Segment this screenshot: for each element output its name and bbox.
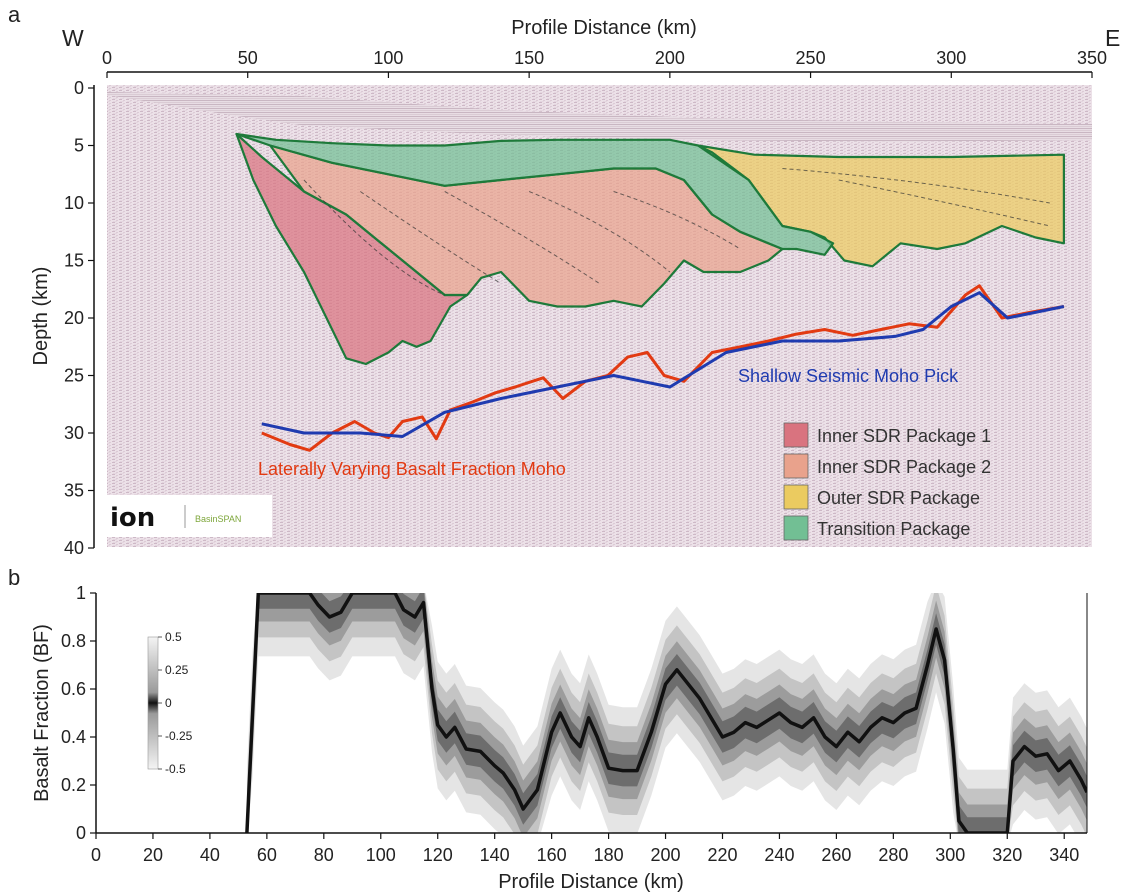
b-x-tick-label: 260 <box>821 845 851 865</box>
b-x-tick-label: 80 <box>314 845 334 865</box>
sdr-reflector-line <box>782 168 1050 204</box>
legend-label: Inner SDR Package 1 <box>817 426 991 446</box>
panel-a: a W E Profile Distance (km) Depth (km) 0… <box>8 2 1120 558</box>
b-x-tick-label: 60 <box>257 845 277 865</box>
a-y-tick-label: 20 <box>64 308 84 328</box>
a-y-tick-label: 5 <box>74 136 84 156</box>
b-y-tick-label: 0.2 <box>61 775 86 795</box>
legend-swatch <box>783 422 809 448</box>
legend-swatch <box>783 515 809 541</box>
a-x-tick-label: 0 <box>102 48 112 68</box>
colorbar-tick-label: -0.25 <box>165 729 193 743</box>
legend-label: Inner SDR Package 2 <box>817 457 991 477</box>
b-y-tick-label: 0.4 <box>61 727 86 747</box>
a-x-tick-label: 200 <box>655 48 685 68</box>
a-y-tick-label: 40 <box>64 538 84 558</box>
logo-basinspan: BasinSPAN <box>195 514 241 524</box>
b-x-tick-label: 100 <box>366 845 396 865</box>
a-x-tick-label: 100 <box>373 48 403 68</box>
b-x-tick-label: 320 <box>992 845 1022 865</box>
shallow-moho-label: Shallow Seismic Moho Pick <box>738 366 959 386</box>
b-x-tick-label: 20 <box>143 845 163 865</box>
a-x-tick-label: 350 <box>1077 48 1107 68</box>
bf-uncertainty-band <box>246 593 1087 833</box>
sdr-reflector-line <box>838 179 1050 227</box>
legend: Inner SDR Package 1 Inner SDR Package 2 Ou… <box>783 422 991 541</box>
a-y-tick-label: 0 <box>74 78 84 98</box>
b-x-tick-label: 220 <box>707 845 737 865</box>
west-label: W <box>62 25 84 51</box>
bf-median-line <box>245 593 1087 833</box>
b-y-tick-label: 0.6 <box>61 679 86 699</box>
panel-b-letter: b <box>8 565 20 590</box>
b-x-tick-label: 200 <box>651 845 681 865</box>
colorbar-tick-label: -0.5 <box>165 762 186 776</box>
b-x-tick-label: 160 <box>537 845 567 865</box>
east-label: E <box>1105 25 1120 51</box>
colorbar-tick-label: 0 <box>165 696 172 710</box>
sdr-reflector-line <box>360 191 502 284</box>
legend-label: Outer SDR Package <box>817 488 980 508</box>
b-y-tick-label: 0 <box>76 823 86 843</box>
line-shallow-seismic-moho-pick <box>261 291 1065 438</box>
top-x-axis-title: Profile Distance (km) <box>511 17 697 39</box>
b-y-tick-label: 0.8 <box>61 631 86 651</box>
sdr-reflector-line <box>613 191 741 250</box>
b-x-tick-label: 180 <box>594 845 624 865</box>
b-x-tick-label: 340 <box>1049 845 1079 865</box>
panel-b-x-axis-title: Profile Distance (km) <box>498 871 684 893</box>
colorbar-tick-label: 0.5 <box>165 630 182 644</box>
a-x-tick-label: 150 <box>514 48 544 68</box>
a-y-tick-label: 35 <box>64 481 84 501</box>
a-x-tick-label: 250 <box>796 48 826 68</box>
a-x-tick-label: 300 <box>936 48 966 68</box>
sdr-reflector-line <box>528 191 671 273</box>
legend-label: Transition Package <box>817 519 970 539</box>
legend-swatch <box>783 453 809 479</box>
panel-b: b Basalt Fraction (BF) Profile Distance … <box>8 565 1088 893</box>
panel-b-y-axis-title: Basalt Fraction (BF) <box>31 624 53 802</box>
a-y-tick-label: 15 <box>64 251 84 271</box>
sdr-reflector-line <box>303 179 445 296</box>
company-logo: ion BasinSPAN <box>102 495 272 537</box>
a-y-tick-label: 30 <box>64 423 84 443</box>
panel-a-letter: a <box>8 2 21 27</box>
b-x-tick-label: 40 <box>200 845 220 865</box>
bf-moho-label: Laterally Varying Basalt Fraction Moho <box>258 459 566 479</box>
a-y-tick-label: 25 <box>64 366 84 386</box>
line-laterally-varying-basalt-fraction-moho <box>261 284 1065 452</box>
a-x-tick-label: 50 <box>238 48 258 68</box>
b-x-tick-label: 140 <box>480 845 510 865</box>
b-x-tick-label: 300 <box>935 845 965 865</box>
sdr-reflector-line <box>444 191 600 284</box>
b-x-tick-label: 240 <box>764 845 794 865</box>
logo-ion: ion <box>110 503 155 533</box>
legend-swatch <box>783 484 809 510</box>
colorbar: 0.5 0.25 0 -0.25 -0.5 <box>147 630 193 776</box>
a-y-tick-label: 10 <box>64 193 84 213</box>
package-transition-package <box>235 132 835 256</box>
sediment-layers <box>107 92 1092 142</box>
colorbar-tick-label: 0.25 <box>165 663 189 677</box>
bf-uncertainty-band <box>246 593 1087 833</box>
b-y-tick-label: 1 <box>76 583 86 603</box>
b-x-tick-label: 0 <box>91 845 101 865</box>
panel-a-y-axis-title: Depth (km) <box>30 267 52 366</box>
panel-b-plot-area <box>96 593 1087 833</box>
b-x-tick-label: 280 <box>878 845 908 865</box>
b-x-tick-label: 120 <box>423 845 453 865</box>
